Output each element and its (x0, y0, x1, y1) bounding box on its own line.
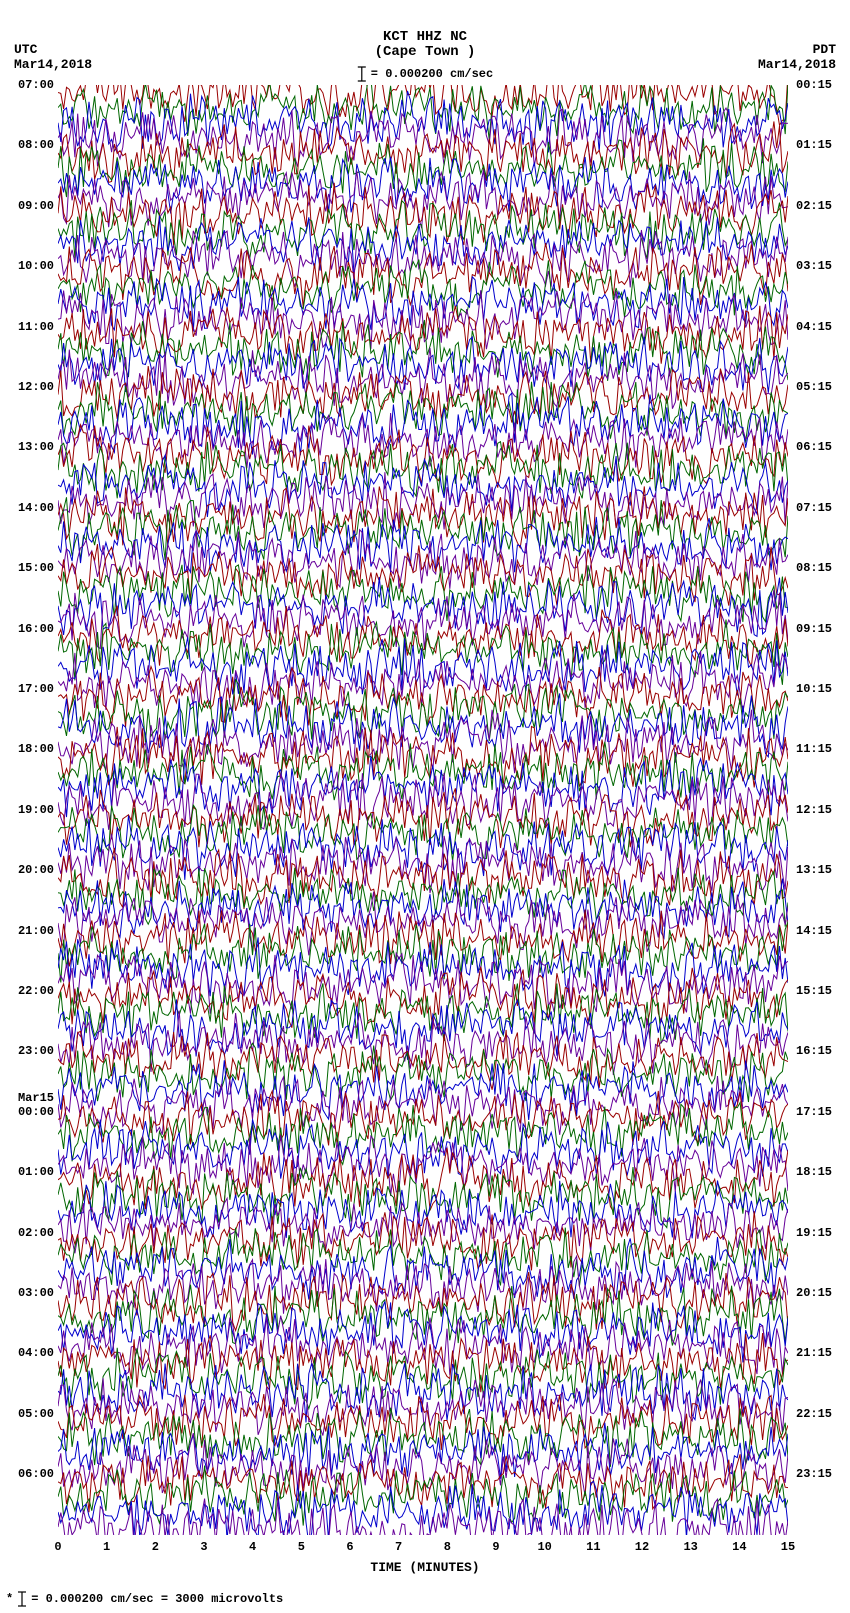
x-tick: 5 (298, 1540, 305, 1554)
y-right-tick: 10:15 (796, 683, 832, 695)
footer-scale-bar-icon (17, 1590, 27, 1608)
scale-bar-icon (357, 65, 367, 83)
y-right-tick: 20:15 (796, 1287, 832, 1299)
station-title: KCT HHZ NC (0, 30, 850, 45)
y-left-tick: 06:00 (18, 1468, 54, 1480)
y-right-tick: 02:15 (796, 200, 832, 212)
x-tick: 4 (249, 1540, 256, 1554)
y-left-tick: 19:00 (18, 804, 54, 816)
y-right-tick: 11:15 (796, 743, 832, 755)
location-title: (Cape Town ) (0, 45, 850, 60)
x-tick: 10 (537, 1540, 551, 1554)
y-right-tick: 03:15 (796, 260, 832, 272)
x-tick: 8 (444, 1540, 451, 1554)
x-tick: 2 (152, 1540, 159, 1554)
y-axis-right: 00:1501:1502:1503:1504:1505:1506:1507:15… (792, 85, 850, 1535)
y-right-tick: 08:15 (796, 562, 832, 574)
plot-area (58, 85, 788, 1535)
y-right-tick: 01:15 (796, 139, 832, 151)
footer-text: = 0.000200 cm/sec = 3000 microvolts (31, 1592, 283, 1606)
footer-scale: * = 0.000200 cm/sec = 3000 microvolts (6, 1590, 283, 1608)
y-right-tick: 07:15 (796, 502, 832, 514)
y-left-tick: 01:00 (18, 1166, 54, 1178)
tz-right-block: PDT Mar14,2018 (758, 43, 836, 73)
y-right-tick: 14:15 (796, 925, 832, 937)
y-right-tick: 16:15 (796, 1045, 832, 1057)
y-right-tick: 05:15 (796, 381, 832, 393)
tz-left-block: UTC Mar14,2018 (14, 43, 92, 73)
tz-left-label: UTC (14, 43, 92, 58)
y-right-tick: 13:15 (796, 864, 832, 876)
y-left-tick: 08:00 (18, 139, 54, 151)
y-left-tick: 02:00 (18, 1227, 54, 1239)
tz-left-date: Mar14,2018 (14, 58, 92, 73)
y-right-tick: 19:15 (796, 1227, 832, 1239)
x-tick: 14 (732, 1540, 746, 1554)
y-left-tick: 11:00 (18, 321, 54, 333)
x-tick: 1 (103, 1540, 110, 1554)
y-left-tick: 04:00 (18, 1347, 54, 1359)
y-left-tick: 09:00 (18, 200, 54, 212)
y-left-tick: 16:00 (18, 623, 54, 635)
y-axis-left: 07:0008:0009:0010:0011:0012:0013:0014:00… (0, 85, 58, 1535)
x-tick: 11 (586, 1540, 600, 1554)
scale-bar-top: = 0.000200 cm/sec (357, 65, 493, 83)
x-tick: 13 (683, 1540, 697, 1554)
tz-right-label: PDT (758, 43, 836, 58)
x-tick: 15 (781, 1540, 795, 1554)
y-left-tick: 10:00 (18, 260, 54, 272)
x-tick: 12 (635, 1540, 649, 1554)
y-left-tick: 14:00 (18, 502, 54, 514)
x-tick: 9 (492, 1540, 499, 1554)
y-left-tick: 00:00 (18, 1106, 54, 1118)
y-left-tick: 22:00 (18, 985, 54, 997)
helicorder-svg (58, 85, 788, 1535)
x-axis-label: TIME (MINUTES) (370, 1560, 479, 1575)
x-tick: 6 (346, 1540, 353, 1554)
x-tick: 0 (54, 1540, 61, 1554)
y-left-tick: 15:00 (18, 562, 54, 574)
helicorder-container: KCT HHZ NC (Cape Town ) UTC Mar14,2018 P… (0, 0, 850, 1613)
y-right-tick: 12:15 (796, 804, 832, 816)
chart-header: KCT HHZ NC (Cape Town ) (0, 30, 850, 61)
y-right-tick: 09:15 (796, 623, 832, 635)
footer-prefix: * (6, 1592, 13, 1606)
date-break-label: Mar15 (18, 1092, 54, 1104)
y-left-tick: 20:00 (18, 864, 54, 876)
y-left-tick: 12:00 (18, 381, 54, 393)
y-right-tick: 06:15 (796, 441, 832, 453)
y-right-tick: 18:15 (796, 1166, 832, 1178)
y-right-tick: 17:15 (796, 1106, 832, 1118)
y-left-tick: 18:00 (18, 743, 54, 755)
y-right-tick: 15:15 (796, 985, 832, 997)
y-left-tick: 05:00 (18, 1408, 54, 1420)
y-left-tick: 13:00 (18, 441, 54, 453)
y-right-tick: 00:15 (796, 79, 832, 91)
y-right-tick: 04:15 (796, 321, 832, 333)
y-right-tick: 22:15 (796, 1408, 832, 1420)
y-left-tick: 07:00 (18, 79, 54, 91)
y-left-tick: 23:00 (18, 1045, 54, 1057)
y-right-tick: 21:15 (796, 1347, 832, 1359)
x-tick: 7 (395, 1540, 402, 1554)
y-left-tick: 17:00 (18, 683, 54, 695)
x-tick: 3 (200, 1540, 207, 1554)
y-right-tick: 23:15 (796, 1468, 832, 1480)
y-left-tick: 03:00 (18, 1287, 54, 1299)
scale-bar-text: = 0.000200 cm/sec (371, 67, 493, 81)
tz-right-date: Mar14,2018 (758, 58, 836, 73)
y-left-tick: 21:00 (18, 925, 54, 937)
